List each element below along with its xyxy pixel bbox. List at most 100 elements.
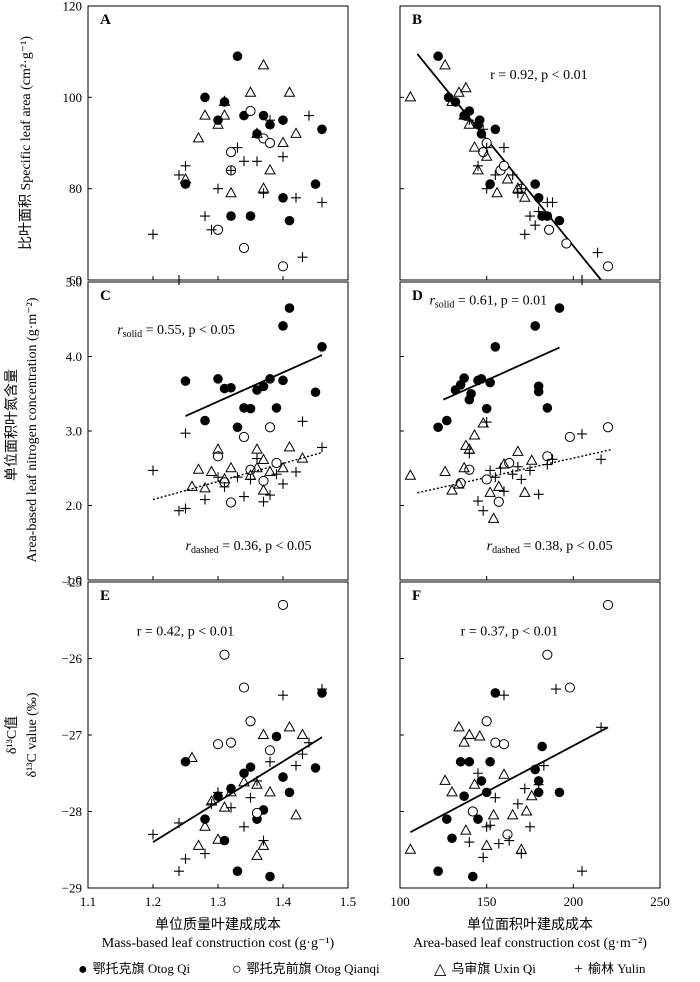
point-otog <box>476 374 487 384</box>
point-otog <box>464 106 475 116</box>
point-yulin <box>174 505 184 516</box>
x-tick-label: 1.2 <box>145 894 161 909</box>
point-otog-qianqi <box>271 457 282 469</box>
point-otog-qianqi <box>225 737 237 748</box>
point-uxin <box>179 173 192 184</box>
point-otog <box>226 211 236 221</box>
point-yulin <box>519 229 530 240</box>
point-yulin <box>174 275 184 285</box>
point-uxin <box>218 801 231 812</box>
point-yulin <box>542 459 553 470</box>
point-uxin <box>238 775 250 787</box>
point-otog <box>542 403 553 413</box>
point-otog <box>200 92 210 103</box>
point-yulin <box>219 481 230 492</box>
point-uxin <box>283 720 296 732</box>
point-otog <box>271 731 282 742</box>
point-otog <box>443 92 454 103</box>
point-uxin <box>290 808 302 820</box>
point-yulin <box>525 465 535 476</box>
point-yulin <box>200 848 210 859</box>
point-otog-qianqi <box>225 497 237 508</box>
point-otog <box>537 741 547 752</box>
stat-annotation: rsolid = 0.61, p = 0.01 <box>429 293 547 310</box>
point-yulin <box>478 852 489 863</box>
point-uxin <box>277 136 289 147</box>
point-yulin <box>278 478 288 489</box>
point-otog <box>433 51 443 62</box>
point-yulin <box>239 491 249 502</box>
point-yulin <box>525 211 535 222</box>
point-yulin <box>478 505 489 516</box>
point-yulin <box>596 722 607 733</box>
y-tick-label: 1.0 <box>66 573 82 588</box>
point-otog-qianqi <box>493 496 504 507</box>
point-otog <box>476 129 487 139</box>
point-otog <box>442 814 452 824</box>
panel-label: E <box>100 588 110 604</box>
point-uxin <box>460 81 472 93</box>
point-uxin <box>472 163 484 175</box>
point-yulin <box>499 486 509 497</box>
legend-item-yulin: + 榆林 Yulin <box>574 958 645 978</box>
point-uxin <box>473 730 486 741</box>
point-otog <box>455 756 466 767</box>
x-axis-title-area-zh: 单位面积叶建成成本 <box>467 917 593 933</box>
point-yulin <box>547 454 558 465</box>
point-uxin <box>199 820 211 831</box>
point-yulin <box>490 792 501 803</box>
point-yulin <box>226 165 236 176</box>
point-uxin <box>458 109 470 120</box>
point-uxin <box>225 186 237 198</box>
point-otog <box>474 115 485 125</box>
point-uxin <box>525 789 538 801</box>
point-yulin <box>507 469 518 480</box>
point-otog-qianqi <box>502 829 513 840</box>
x-tick-label: 1.5 <box>340 894 356 909</box>
point-yulin <box>317 197 327 208</box>
point-otog <box>200 814 210 824</box>
plus-marker-icon: + <box>574 961 584 978</box>
point-otog <box>265 871 275 882</box>
point-otog-qianqi <box>543 224 555 235</box>
fit-line-solid <box>416 53 602 281</box>
point-otog <box>433 866 443 876</box>
point-otog <box>278 193 288 203</box>
point-uxin <box>446 785 458 797</box>
point-uxin <box>257 728 270 739</box>
point-otog <box>232 866 243 876</box>
x-tick-label: 200 <box>564 894 584 909</box>
point-yulin <box>504 835 515 846</box>
point-uxin <box>439 465 451 476</box>
point-otog <box>226 382 236 393</box>
fit-line-solid <box>152 736 323 843</box>
point-otog <box>310 763 321 773</box>
y-axis-title-narea-zh: 单位面积叶氮含量 <box>4 369 20 481</box>
point-yulin <box>481 417 492 428</box>
point-otog-qianqi <box>212 739 224 750</box>
point-uxin <box>192 131 205 143</box>
point-otog <box>239 768 249 779</box>
point-otog <box>265 374 275 384</box>
point-uxin <box>498 768 510 779</box>
stat-annotation: r = 0.42, p < 0.01 <box>137 625 234 640</box>
point-otog <box>485 377 495 388</box>
point-yulin <box>490 472 501 483</box>
point-otog <box>317 342 327 352</box>
stat-annotation: r = 0.37, p < 0.01 <box>461 625 558 640</box>
point-yulin <box>512 798 523 809</box>
point-otog <box>245 762 256 772</box>
point-uxin <box>251 849 263 860</box>
point-uxin <box>257 58 270 70</box>
y-tick-label: 5.0 <box>66 275 82 290</box>
fit-line-solid <box>409 726 609 833</box>
point-uxin <box>296 728 309 739</box>
y-tick-label: 3.0 <box>66 424 82 439</box>
panel-label: A <box>100 12 111 28</box>
point-uxin <box>458 736 470 747</box>
point-yulin <box>499 690 509 701</box>
point-uxin <box>218 109 231 120</box>
y-axis-title-d13c-en: δ¹³C value (‰) <box>25 692 40 777</box>
point-yulin <box>297 416 308 427</box>
point-yulin <box>473 768 483 779</box>
